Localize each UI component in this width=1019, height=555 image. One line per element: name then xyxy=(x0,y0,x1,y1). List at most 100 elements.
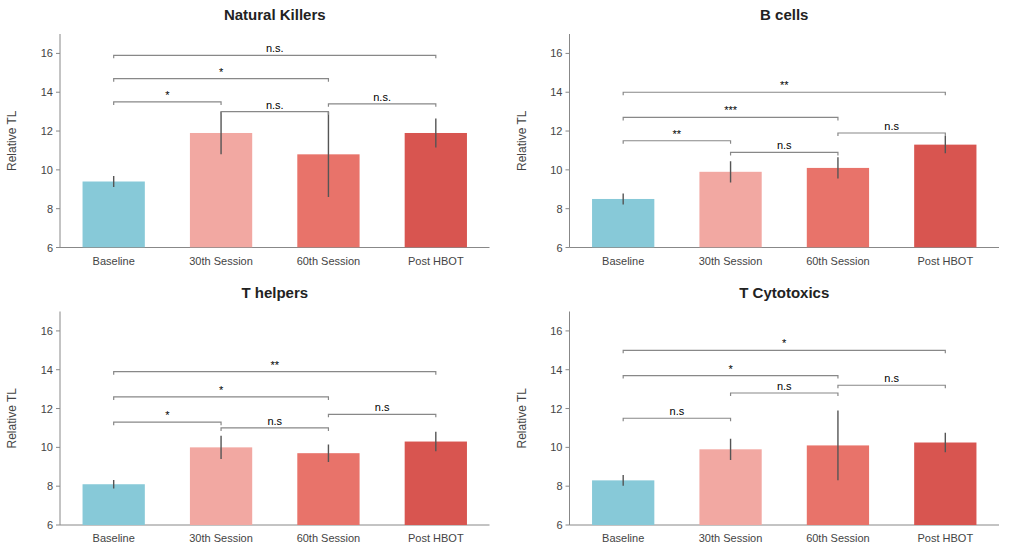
bar xyxy=(592,480,654,525)
x-tick-label: Post HBOT xyxy=(408,255,464,267)
error-bar xyxy=(220,112,221,155)
significance-bracket xyxy=(623,376,838,379)
bar xyxy=(83,484,145,525)
bar xyxy=(807,168,869,248)
panel: T helpersRelative TL6810121416Baseline30… xyxy=(5,284,490,545)
x-tick-label: Post HBOT xyxy=(918,532,974,544)
y-tick xyxy=(56,369,60,370)
y-tick xyxy=(566,486,570,487)
error-bar xyxy=(622,475,623,486)
error-bar xyxy=(435,432,436,451)
bar xyxy=(405,133,467,248)
y-tick xyxy=(566,330,570,331)
y-tick-label: 12 xyxy=(41,125,53,137)
y-tick xyxy=(566,169,570,170)
y-tick xyxy=(56,53,60,54)
x-tick-label: Baseline xyxy=(602,255,644,267)
y-axis-line xyxy=(569,34,570,248)
panel: T CytotoxicsRelative TL6810121416Baselin… xyxy=(515,284,1000,545)
error-bar xyxy=(837,410,838,480)
y-tick-label: 16 xyxy=(41,47,53,59)
significance-label: n.s xyxy=(884,372,899,384)
significance-bracket xyxy=(623,92,945,95)
y-tick xyxy=(566,447,570,448)
y-axis-line xyxy=(569,312,570,526)
y-tick xyxy=(56,247,60,248)
y-tick-label: 8 xyxy=(556,203,562,215)
y-tick-label: 10 xyxy=(550,164,562,176)
x-tick-label: Post HBOT xyxy=(918,255,974,267)
significance-label: * xyxy=(219,66,224,78)
error-bar xyxy=(435,118,436,147)
significance-label: n.s. xyxy=(266,42,284,54)
y-tick-label: 10 xyxy=(41,441,53,453)
significance-label: n.s xyxy=(777,139,792,151)
panel: B cellsRelative TL6810121416Baseline30th… xyxy=(515,6,1000,267)
significance-label: * xyxy=(219,384,224,396)
y-tick-label: 14 xyxy=(550,86,562,98)
significance-bracket xyxy=(623,350,945,353)
y-tick-label: 12 xyxy=(550,403,562,415)
y-tick xyxy=(566,369,570,370)
y-tick xyxy=(566,208,570,209)
significance-bracket xyxy=(328,104,435,107)
plot-area xyxy=(592,92,976,247)
x-tick-label: 30th Session xyxy=(189,255,253,267)
bar xyxy=(914,443,976,525)
x-tick-label: Baseline xyxy=(93,532,135,544)
y-tick-label: 10 xyxy=(550,441,562,453)
error-bar xyxy=(945,433,946,452)
y-tick xyxy=(56,486,60,487)
y-tick xyxy=(56,208,60,209)
error-bar xyxy=(730,439,731,460)
error-bar xyxy=(730,161,731,182)
significance-label: * xyxy=(728,363,733,375)
x-tick-label: Baseline xyxy=(93,255,135,267)
y-tick xyxy=(56,408,60,409)
error-bar xyxy=(622,194,623,205)
x-tick-label: 60th Session xyxy=(297,532,361,544)
significance-label: n.s xyxy=(670,405,685,417)
y-tick-label: 16 xyxy=(41,325,53,337)
significance-bracket xyxy=(731,152,838,155)
x-tick-label: 60th Session xyxy=(806,532,870,544)
significance-label: * xyxy=(165,409,170,421)
error-bar xyxy=(328,112,329,197)
chart-title: T Cytotoxics xyxy=(739,284,829,301)
y-tick xyxy=(56,92,60,93)
y-tick-label: 8 xyxy=(47,203,53,215)
significance-bracket xyxy=(114,102,221,105)
significance-bracket xyxy=(623,141,730,144)
y-tick xyxy=(56,525,60,526)
y-tick-label: 6 xyxy=(556,519,562,531)
chart-title: B cells xyxy=(760,6,808,23)
y-axis-label: Relative TL xyxy=(5,110,19,171)
y-tick-label: 14 xyxy=(41,86,53,98)
significance-label: *** xyxy=(724,104,738,116)
y-axis-line xyxy=(60,34,61,248)
bar xyxy=(297,453,359,525)
significance-bracket xyxy=(838,133,945,136)
y-tick-label: 10 xyxy=(41,164,53,176)
error-bar xyxy=(220,436,221,459)
significance-bracket xyxy=(114,397,329,400)
y-tick xyxy=(566,92,570,93)
significance-bracket xyxy=(114,422,221,425)
figure: Natural KillersRelative TL6810121416Base… xyxy=(0,0,1019,555)
bar xyxy=(592,199,654,248)
y-tick xyxy=(56,330,60,331)
panel: Natural KillersRelative TL6810121416Base… xyxy=(5,6,490,267)
significance-bracket xyxy=(328,414,435,417)
x-tick-label: 60th Session xyxy=(297,255,361,267)
y-tick-label: 14 xyxy=(550,364,562,376)
bar xyxy=(83,182,145,248)
significance-bracket xyxy=(623,117,838,120)
error-bar xyxy=(328,444,329,461)
error-bar xyxy=(945,136,946,153)
significance-label: n.s xyxy=(777,380,792,392)
significance-label: * xyxy=(165,89,170,101)
bar xyxy=(914,145,976,248)
y-tick xyxy=(566,131,570,132)
significance-label: n.s. xyxy=(373,91,391,103)
significance-bracket xyxy=(731,393,838,396)
